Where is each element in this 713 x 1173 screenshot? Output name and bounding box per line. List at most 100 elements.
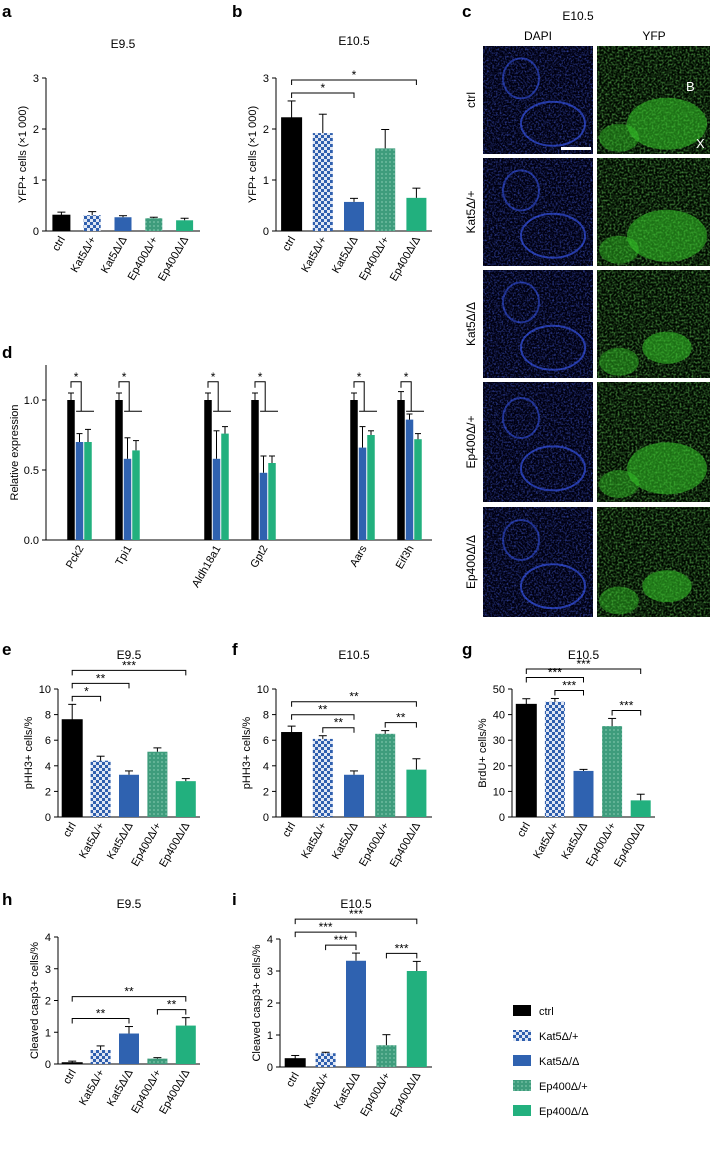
significance-bracket [118,381,142,412]
significance-bracket [325,944,357,951]
bar-h-1 [90,1050,111,1064]
micro-row-label: Kat5Δ/Δ [464,302,478,346]
x-tick-label: Kat5Δ/Δ [105,820,136,862]
bar-i-4 [406,971,427,1067]
panel-label-i: i [232,890,237,909]
significance-bracket [156,1009,187,1015]
micro-row-label: Kat5Δ/+ [464,190,478,233]
x-tick-label: Ep400Δ/Δ [388,234,423,283]
bar-f-4 [406,769,427,817]
significance-label: ** [349,690,359,704]
x-tick-label: Ep400Δ/Δ [156,234,191,283]
x-tick-label-Eif3h: Eif3h [394,544,417,572]
legend-item-2: Kat5Δ/Δ [539,1056,580,1068]
yfp-ganglion-signal-2 [599,470,639,498]
significance-label: * [84,684,89,698]
column-separator [594,46,596,617]
x-tick-label-Pck2: Pck2 [64,544,87,571]
panel-label-c: c [462,2,471,21]
bar-d-Aars-0 [350,400,358,540]
x-tick-label: Kat5Δ/+ [77,1068,107,1108]
x-tick-label: ctrl [61,821,79,840]
significance-bracket [71,996,187,1002]
bar-b-4 [406,197,427,231]
y-tick-label: 0.5 [24,465,39,477]
bar-h-3 [147,1058,168,1064]
x-tick-label: Ep400Δ/+ [357,821,392,869]
dapi-tile-signal [483,46,593,154]
bar-d-Aldh18a1-2 [221,433,229,540]
dapi-tile-signal [483,507,593,617]
chart-b-yfp-e10-5: E10.5 0 1 2 3 YFP+ cells (×1 000) ctrl Kat5Δ/+ K… [247,34,432,283]
significance-bracket [384,722,417,728]
y-tick-label: 8 [45,710,51,722]
y-tick-label: 1.0 [24,395,39,407]
bar-e-1 [90,760,111,817]
y-tick-label: 1 [267,1030,273,1042]
bar-i-2 [346,960,366,1067]
dapi-ganglion-outline [520,445,586,492]
tile-separator [483,267,710,269]
y-axis-label: Cleaved casp3+ cells/% [29,942,41,1059]
significance-label: ** [124,985,134,999]
chart-h-title: E9.5 [117,897,142,911]
y-tick-label: 3 [45,964,51,976]
significance-bracket [322,727,355,733]
significance-label: *** [548,665,562,679]
x-tick-label-Aars: Aars [348,543,370,569]
bar-d-Gpt2-1 [259,472,268,540]
x-tick-label: Kat5Δ/Δ [332,1070,363,1112]
significance-label: * [352,68,357,82]
tile-separator [483,155,710,157]
bar-b-0 [281,117,303,232]
bar-d-Pck2-0 [67,400,75,540]
bar-g-3 [602,726,623,817]
bar-d-Tpi1-2 [132,450,140,540]
x-tick-label: ctrl [50,235,68,254]
y-tick-label: 1 [45,1027,51,1039]
x-tick-label: Kat5Δ/+ [69,235,99,275]
y-axis-label: YFP+ cells (×1 000) [17,106,29,203]
yfp-ganglion-signal-2 [599,586,639,615]
y-tick-label: 2 [263,124,269,136]
legend-swatch-2 [513,1055,531,1066]
y-tick-label: 3 [33,73,39,85]
bar-f-1 [312,738,333,817]
significance-label: * [258,370,263,384]
significance-label: * [74,370,79,384]
y-tick-label: 2 [33,124,39,136]
legend-item-0: ctrl [539,1006,554,1018]
x-tick-label: Kat5Δ/+ [299,235,329,275]
bar-e-3 [147,751,168,817]
x-tick-label: Kat5Δ/+ [302,1071,332,1111]
y-tick-label: 10 [39,684,51,696]
significance-label: ** [334,716,344,730]
x-tick-label: Kat5Δ/+ [77,821,107,861]
bar-d-Eif3h-2 [414,439,422,540]
tile-separator [483,379,710,381]
y-axis-label: Cleaved casp3+ cells/% [251,944,263,1061]
yfp-ganglion-signal-2 [599,123,639,152]
y-axis-label: BrdU+ cells/% [477,718,489,788]
significance-bracket [353,381,377,412]
y-tick-label: 1 [263,175,269,187]
dapi-otic-outline [502,519,540,561]
annotation-b: B [686,79,695,94]
significance-bracket [385,952,418,959]
panel-label-g: g [462,640,472,659]
legend-swatch-3 [513,1080,531,1091]
panel-label-a: a [2,2,12,21]
dapi-ganglion-outline [520,212,586,259]
chart-f-phh3-e10-5: E10.5 0 2 4 6 8 10 pHH3+ cells/% ctrl Kat5Δ/+ Kat5… [241,648,432,869]
significance-bracket [291,92,355,98]
significance-label: * [320,81,325,95]
significance-label: ** [396,711,406,725]
dapi-ganglion-outline [520,324,586,371]
significance-label: * [404,370,409,384]
y-axis-label: Relative expression [9,405,21,501]
significance-bracket [71,682,130,689]
y-tick-label: 2 [45,786,51,798]
chart-i-title: E10.5 [340,897,372,911]
